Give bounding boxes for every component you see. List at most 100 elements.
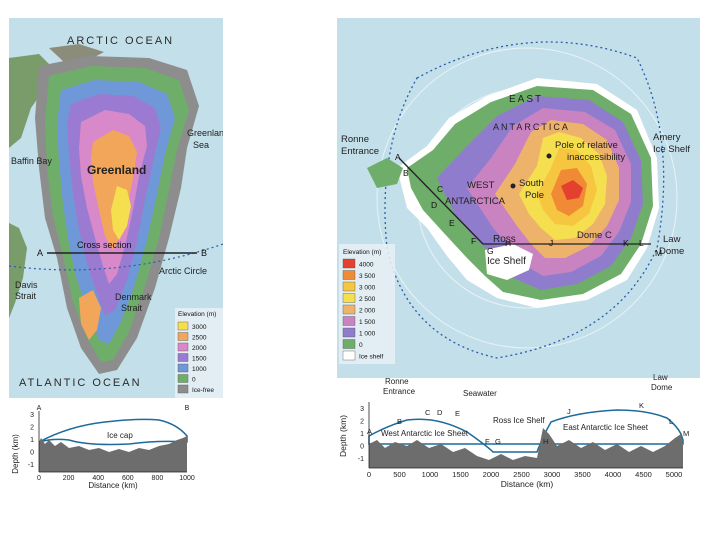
gl-ytick-label: -1 — [28, 462, 34, 469]
dome-c-label: Dome C — [577, 230, 612, 241]
gl-profile-point-b: B — [185, 405, 190, 412]
point-b-label: B — [201, 248, 207, 258]
ant-map-point-label: D — [431, 200, 437, 210]
ant-xtick-label: 3000 — [544, 470, 561, 479]
sea-ice-dotted-line — [384, 41, 665, 359]
ant-legend-swatch — [342, 293, 356, 303]
gl-legend-swatch — [177, 321, 189, 331]
ross-label-2: Ice Shelf — [487, 256, 526, 267]
ant-legend-swatch — [342, 304, 356, 315]
gl-legend-label: 2500 — [192, 335, 207, 342]
ant-map-point-label: K — [623, 238, 629, 248]
gl-profile-xlabel: Distance (km) — [88, 481, 138, 490]
gl-xtick-label: 400 — [92, 475, 104, 482]
ant-xtick-label: 3500 — [574, 470, 591, 479]
davis-strait-label-2: Strait — [15, 291, 37, 301]
greenland-sea-label-1: Greenland — [187, 128, 223, 138]
denmark-strait-label-2: Strait — [121, 303, 143, 313]
greenland-sea-label-2: Sea — [193, 140, 209, 150]
ant-law-dome-1: Law — [653, 374, 668, 382]
ant-legend-label: 2 500 — [359, 296, 376, 303]
ant-ross-shelf: Ross Ice Shelf — [493, 416, 545, 425]
ant-seawater: Seawater — [463, 389, 497, 398]
ant-ytick-label: -1 — [358, 456, 364, 463]
ross-label-1: Ross — [493, 234, 516, 245]
greenland-name: Greenland — [87, 163, 146, 177]
ant-ronne-1: Ronne — [385, 377, 409, 386]
gl-legend-swatch — [177, 353, 189, 362]
ant-map-point-label: C — [437, 184, 443, 194]
gl-ytick-label: 1 — [30, 437, 34, 444]
ant-ytick-label: 3 — [360, 406, 364, 413]
south-pole-dot — [510, 183, 516, 189]
greenland-island — [35, 56, 199, 374]
ant-legend-label: 3 000 — [359, 285, 376, 292]
ant-xtick-label: 4000 — [605, 470, 622, 479]
ocean-top-label: ARCTIC OCEAN — [67, 35, 174, 47]
point-a-label: A — [37, 248, 43, 258]
ant-legend-swatch — [342, 339, 356, 349]
gl-profile-ylabel: Depth (km) — [11, 434, 20, 474]
west-label: WEST — [467, 180, 495, 191]
ant-legend-swatch — [342, 281, 356, 292]
ant-xtick-label: 4500 — [635, 470, 652, 479]
ant-legend-label: 0 — [359, 342, 363, 349]
gl-bedrock — [39, 436, 187, 472]
gl-xtick-label: 200 — [63, 475, 75, 482]
gl-legend-swatch — [177, 363, 189, 373]
ant-map-point-label: H — [505, 238, 511, 248]
east-label: EAST — [509, 94, 543, 105]
ant-profile-point-label: H — [543, 437, 548, 446]
ant-map-point-label: F — [471, 236, 476, 246]
greenland-profile: Depth (km) 3 2 1 0 -1 A B Ice cap 0 200 400 600… — [9, 402, 223, 490]
ant-legend-swatch — [342, 258, 356, 269]
ant-xtick-label: 1500 — [452, 470, 469, 479]
ant-legend-swatch — [342, 327, 356, 338]
antarctica-map-svg: EAST ANTARCTICA Pole of relative inacces… — [339, 41, 690, 364]
gl-profile-point-a: A — [37, 405, 42, 412]
ant-profile-point-label: G — [495, 437, 501, 446]
gl-ytick-label: 0 — [30, 450, 34, 457]
ant-profile-point-label: F — [485, 437, 490, 446]
ant-map-point-label: G — [487, 246, 494, 256]
ant-legend-label: 1 500 — [359, 319, 376, 326]
arctic-circle-line — [9, 243, 223, 271]
ant-west-sheet: West Antarctic Ice Sheet — [381, 429, 469, 438]
antarctica-legend: Elevation (m) 4000 3 500 3 000 2 500 2 000 1 … — [339, 244, 395, 364]
amery-label-1: Amery — [653, 132, 681, 143]
law-dome-label-2: Dome — [659, 246, 684, 257]
ant-map-point-label: M — [655, 248, 662, 258]
ant-map-point-label: E — [449, 218, 455, 228]
ant-profile-point-label: M — [683, 429, 689, 438]
ant-bedrock — [369, 428, 683, 468]
gl-legend-label: Ice-free — [192, 387, 214, 394]
gl-xtick-label: 600 — [122, 475, 134, 482]
antarctica-map: EAST ANTARCTICA Pole of relative inacces… — [337, 18, 700, 378]
ant-legend-label: 1 000 — [359, 331, 376, 338]
ant-profile-point-label: E — [455, 409, 460, 418]
ant-legend-swatch — [342, 270, 356, 280]
greenland-legend-title: Elevation (m) — [178, 311, 216, 318]
cross-section-label: Cross section — [77, 240, 132, 250]
ant-profile-point-label: C — [425, 408, 431, 417]
ant-legend-label: 3 500 — [359, 273, 376, 280]
gl-legend-label: 1500 — [192, 356, 207, 363]
gl-legend-swatch — [177, 374, 189, 383]
pole-label-2: inaccessibility — [567, 152, 625, 163]
arctic-circle-label: Arctic Circle — [159, 266, 207, 276]
law-dome-label-1: Law — [663, 234, 681, 245]
pole-label-1: Pole of relative — [555, 140, 618, 151]
gl-ytick-label: 2 — [30, 425, 34, 432]
ant-xtick-label: 0 — [367, 470, 371, 479]
greenland-map-svg: ARCTIC OCEAN Greenland Greenland Sea Baf… — [9, 35, 223, 398]
ant-profile-ylabel: Depth (km) — [338, 415, 348, 457]
west-antarctica-label: ANTARCTICA — [445, 196, 506, 207]
gl-legend-label: 1000 — [192, 366, 207, 373]
ant-xtick-label: 2500 — [513, 470, 530, 479]
ant-profile-point-label: B — [397, 417, 402, 426]
gl-legend-label: 2000 — [192, 345, 207, 352]
gl-legend-swatch — [177, 384, 189, 394]
ant-profile-point-label: A — [367, 427, 372, 436]
ant-legend-swatch — [342, 350, 356, 361]
